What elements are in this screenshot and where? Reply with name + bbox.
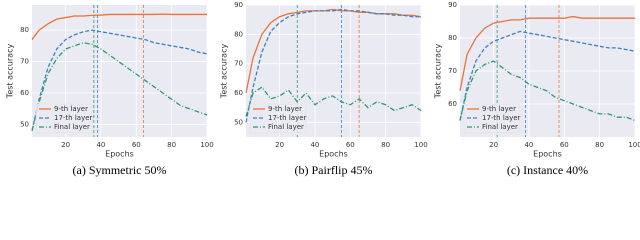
x-tick-label: 40 (310, 141, 319, 149)
legend-label: Final layer (482, 123, 518, 131)
series-line (245, 8, 422, 94)
x-tick-label: 40 (96, 141, 105, 149)
legend-label: 9-th layer (268, 105, 302, 113)
x-tick-label: 80 (167, 141, 176, 149)
x-tick-label: 100 (628, 141, 640, 149)
y-tick-label: 80 (448, 34, 457, 42)
x-axis-label: Epochs (319, 150, 348, 159)
legend-label: 17-th layer (268, 114, 307, 122)
y-tick-label: 80 (234, 30, 243, 38)
y-tick-label: 80 (20, 26, 29, 34)
legend-label: 17-th layer (54, 114, 93, 122)
legend-label: Final layer (268, 123, 304, 131)
series-line (31, 42, 208, 131)
x-tick-label: 20 (489, 141, 498, 149)
y-tick-label: 60 (448, 100, 457, 108)
x-axis-label: Epochs (533, 150, 562, 159)
caption: (a) Symmetric 50% (73, 163, 167, 177)
series-line (245, 86, 422, 117)
y-tick-label: 50 (234, 118, 243, 126)
y-tick-label: 70 (448, 67, 457, 75)
y-tick-label: 90 (234, 1, 243, 9)
x-tick-label: 20 (275, 141, 284, 149)
legend-label: Final layer (54, 123, 90, 131)
y-tick-label: 60 (20, 89, 29, 97)
series-line (31, 29, 208, 131)
y-axis-label: Test accuracy (6, 44, 15, 100)
x-tick-label: 60 (560, 141, 569, 149)
x-tick-label: 100 (200, 141, 213, 149)
x-axis-label: Epochs (105, 150, 134, 159)
y-axis-label: Test accuracy (220, 44, 229, 100)
series-line (245, 8, 421, 123)
x-tick-label: 60 (346, 141, 355, 149)
series-line (459, 30, 636, 121)
y-tick-label: 60 (234, 89, 243, 97)
series-line (459, 60, 636, 122)
caption: (b) Pairflip 45% (295, 163, 373, 177)
series-line (459, 15, 635, 91)
legend-label: 17-th layer (482, 114, 521, 122)
y-tick-label: 70 (234, 60, 243, 68)
x-tick-label: 20 (61, 141, 70, 149)
y-axis-label: Test accuracy (434, 44, 443, 100)
y-tick-label: 50 (20, 120, 29, 128)
y-tick-label: 90 (448, 1, 457, 9)
x-tick-label: 80 (381, 141, 390, 149)
caption: (c) Instance 40% (507, 163, 588, 177)
legend-label: 9-th layer (54, 105, 88, 113)
y-tick-label: 70 (20, 58, 29, 66)
legend-label: 9-th layer (482, 105, 516, 113)
x-tick-label: 40 (524, 141, 533, 149)
x-tick-label: 100 (414, 141, 427, 149)
x-tick-label: 60 (132, 141, 141, 149)
x-tick-label: 80 (595, 141, 604, 149)
series-line (31, 13, 207, 40)
